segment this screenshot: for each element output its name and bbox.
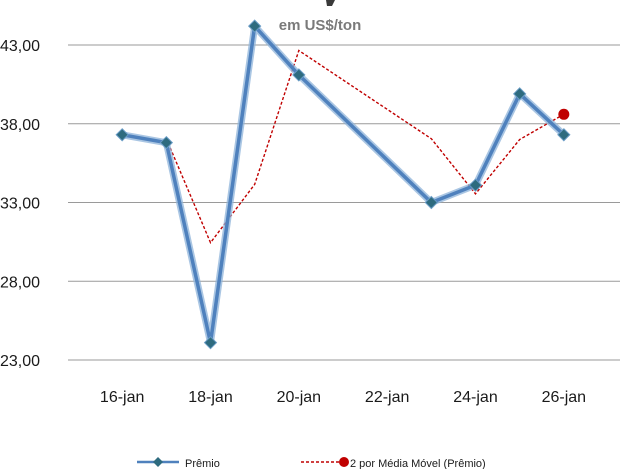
series-point-premio	[424, 195, 439, 210]
x-tick-label: 22-jan	[365, 389, 409, 406]
y-tick-label: 38,00	[0, 117, 40, 134]
series-point-premio	[557, 128, 571, 142]
chart-subtitle: em US$/ton	[279, 17, 362, 34]
y-tick-label: 28,00	[0, 274, 40, 291]
series-point-premio	[203, 335, 218, 350]
x-tick-label: 20-jan	[277, 389, 321, 406]
title-fragment	[326, 0, 335, 6]
legend-marker-media-movel	[339, 457, 349, 467]
x-tick-label: 16-jan	[100, 389, 144, 406]
legend: Prêmio 2 por Média Móvel (Prêmio)	[137, 457, 486, 469]
series-point-premio	[512, 87, 527, 101]
x-tick-label: 24-jan	[453, 389, 497, 406]
series-point-premio	[247, 19, 262, 33]
y-tick-label: 33,00	[0, 196, 40, 213]
x-tick-label: 18-jan	[188, 389, 232, 406]
y-tick-label: 43,00	[0, 38, 40, 55]
legend-label-premio: Prêmio	[185, 458, 220, 469]
series-point-media-movel	[558, 108, 570, 120]
y-tick-label: 23,00	[0, 353, 40, 370]
series-layer	[115, 19, 571, 350]
series-point-premio	[292, 68, 306, 82]
x-tick-label: 26-jan	[542, 389, 586, 406]
legend-marker-premio	[153, 457, 163, 467]
series-line-media-movel	[165, 49, 565, 245]
grid-lines	[68, 44, 620, 361]
legend-label-media-movel: 2 por Média Móvel (Prêmio)	[350, 458, 486, 469]
x-axis-ticks: 16-jan 18-jan 20-jan 22-jan 24-jan 26-jan	[100, 389, 586, 406]
y-axis-ticks: 23,00 28,00 33,00 38,00 43,00	[0, 38, 40, 370]
series-point-premio	[159, 135, 174, 150]
series-point-premio	[468, 178, 483, 192]
series-point-premio	[115, 128, 129, 142]
